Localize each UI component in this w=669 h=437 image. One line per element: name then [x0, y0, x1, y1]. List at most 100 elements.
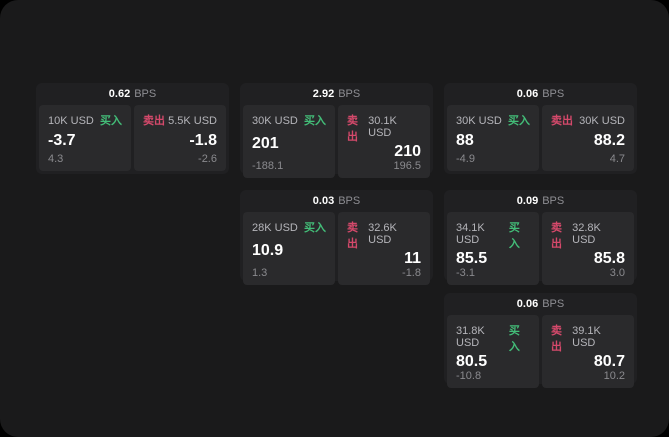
card-header: 0.06 BPS: [447, 293, 634, 315]
sell-side-label: 卖出: [347, 115, 358, 143]
panel-row: 31.8K USD 买入 80.5 -10.8 卖出 39.1K USD 80.…: [447, 315, 634, 388]
buy-sub-value: -10.8: [456, 370, 482, 382]
sell-amount: 39.1K USD: [572, 325, 601, 349]
sell-price: 85.8: [593, 250, 625, 267]
panel-row: 10K USD 买入 -3.7 4.3 卖出 5.5K USD -1.8 -2.…: [39, 105, 226, 171]
sell-amount: 32.8K USD: [572, 222, 601, 246]
card-header: 0.09 BPS: [447, 190, 634, 212]
buy-panel-top: 30K USD 买入: [456, 112, 530, 128]
buy-price: 80.5: [456, 353, 488, 370]
sell-panel-top: 卖出 30K USD: [551, 112, 625, 128]
buy-panel[interactable]: 34.1K USD 买入 85.5 -3.1: [447, 212, 539, 285]
quote-card: 0.06 BPS 31.8K USD 买入 80.5 -10.8 卖出 39.1…: [444, 293, 637, 388]
buy-panel[interactable]: 30K USD 买入 88 -4.9: [447, 105, 539, 171]
quote-card: 0.06 BPS 30K USD 买入 88 -4.9 卖出 30K USD 8…: [444, 83, 637, 174]
buy-panel-top: 31.8K USD 买入: [456, 322, 530, 354]
buy-panel[interactable]: 28K USD 买入 10.9 1.3: [243, 212, 335, 285]
buy-side-label: 买入: [508, 115, 530, 127]
card-header: 0.03 BPS: [243, 190, 430, 212]
bps-label: BPS: [338, 88, 361, 100]
buy-panel-top: 34.1K USD 买入: [456, 219, 530, 251]
panel-row: 30K USD 买入 201 -188.1 卖出 30.1K USD 210 1…: [243, 105, 430, 178]
sell-amount: 32.6K USD: [368, 222, 397, 246]
sell-sub-value: 3.0: [609, 267, 625, 279]
sell-sub-value: 4.7: [609, 153, 625, 165]
sell-panel[interactable]: 卖出 30.1K USD 210 196.5: [338, 105, 430, 178]
panel-row: 30K USD 买入 88 -4.9 卖出 30K USD 88.2 4.7: [447, 105, 634, 171]
buy-side-label: 买入: [304, 222, 326, 234]
sell-price: 210: [394, 143, 421, 160]
panel-row: 34.1K USD 买入 85.5 -3.1 卖出 32.8K USD 85.8…: [447, 212, 634, 285]
buy-price: 201: [252, 135, 279, 152]
buy-side-label: 买入: [508, 222, 520, 250]
bps-label: BPS: [542, 88, 565, 100]
buy-panel-top: 28K USD 买入: [252, 219, 326, 235]
bps-label: BPS: [134, 88, 157, 100]
buy-panel[interactable]: 30K USD 买入 201 -188.1: [243, 105, 335, 178]
buy-side-label: 买入: [100, 115, 122, 127]
buy-amount: 31.8K USD: [456, 325, 485, 349]
sell-side-label: 卖出: [551, 222, 562, 250]
buy-side-label: 买入: [304, 115, 326, 127]
sell-panel[interactable]: 卖出 30K USD 88.2 4.7: [542, 105, 634, 171]
sell-panel[interactable]: 卖出 32.6K USD 11 -1.8: [338, 212, 430, 285]
sell-price: 11: [404, 250, 421, 267]
sell-panel-top: 卖出 32.8K USD: [551, 219, 625, 251]
sell-panel-top: 卖出 39.1K USD: [551, 322, 625, 354]
sell-sub-value: 10.2: [603, 370, 625, 382]
buy-sub-value: -4.9: [456, 153, 475, 165]
bps-value: 0.62: [108, 88, 131, 100]
sell-side-label: 卖出: [347, 222, 358, 250]
sell-amount: 30.1K USD: [368, 115, 397, 139]
buy-sub-value: -3.1: [456, 267, 475, 279]
sell-panel-top: 卖出 5.5K USD: [143, 112, 217, 128]
sell-sub-value: -2.6: [198, 153, 217, 165]
sell-amount: 5.5K USD: [168, 115, 217, 127]
sell-sub-value: 196.5: [393, 160, 421, 172]
buy-amount: 10K USD: [48, 115, 94, 127]
buy-sub-value: 4.3: [48, 153, 64, 165]
quote-card: 0.09 BPS 34.1K USD 买入 85.5 -3.1 卖出 32.8K…: [444, 190, 637, 285]
buy-price: 85.5: [456, 250, 488, 267]
sell-price: -1.8: [189, 131, 217, 149]
quote-card: 0.62 BPS 10K USD 买入 -3.7 4.3 卖出 5.5K USD…: [36, 83, 229, 174]
sell-sub-value: -1.8: [402, 267, 421, 279]
buy-panel[interactable]: 31.8K USD 买入 80.5 -10.8: [447, 315, 539, 388]
buy-amount: 30K USD: [456, 115, 502, 127]
buy-amount: 28K USD: [252, 222, 298, 234]
sell-price: 88.2: [593, 131, 625, 149]
bps-value: 2.92: [312, 88, 335, 100]
quote-card: 0.03 BPS 28K USD 买入 10.9 1.3 卖出 32.6K US…: [240, 190, 433, 285]
sell-panel[interactable]: 卖出 5.5K USD -1.8 -2.6: [134, 105, 226, 171]
buy-price: 10.9: [252, 242, 284, 259]
bps-value: 0.03: [312, 195, 335, 207]
buy-amount: 34.1K USD: [456, 222, 485, 246]
buy-side-label: 买入: [508, 325, 520, 353]
card-header: 2.92 BPS: [243, 83, 430, 105]
bps-label: BPS: [338, 195, 361, 207]
quote-card: 2.92 BPS 30K USD 买入 201 -188.1 卖出 30.1K …: [240, 83, 433, 178]
sell-panel[interactable]: 卖出 39.1K USD 80.7 10.2: [542, 315, 634, 388]
panel-row: 28K USD 买入 10.9 1.3 卖出 32.6K USD 11 -1.8: [243, 212, 430, 285]
sell-panel[interactable]: 卖出 32.8K USD 85.8 3.0: [542, 212, 634, 285]
sell-amount: 30K USD: [579, 115, 625, 127]
buy-sub-value: -188.1: [252, 160, 284, 172]
sell-panel-top: 卖出 32.6K USD: [347, 219, 421, 251]
sell-side-label: 卖出: [551, 325, 562, 353]
buy-sub-value: 1.3: [252, 267, 268, 279]
buy-price: -3.7: [48, 131, 76, 149]
buy-panel-top: 30K USD 买入: [252, 112, 326, 128]
buy-panel-top: 10K USD 买入: [48, 112, 122, 128]
buy-price: 88: [456, 131, 474, 149]
buy-panel[interactable]: 10K USD 买入 -3.7 4.3: [39, 105, 131, 171]
card-header: 0.62 BPS: [39, 83, 226, 105]
buy-amount: 30K USD: [252, 115, 298, 127]
bps-label: BPS: [542, 298, 565, 310]
bps-label: BPS: [542, 195, 565, 207]
bps-value: 0.06: [516, 88, 539, 100]
bps-value: 0.09: [516, 195, 539, 207]
sell-price: 80.7: [593, 353, 625, 370]
bps-value: 0.06: [516, 298, 539, 310]
sell-side-label: 卖出: [551, 115, 573, 127]
